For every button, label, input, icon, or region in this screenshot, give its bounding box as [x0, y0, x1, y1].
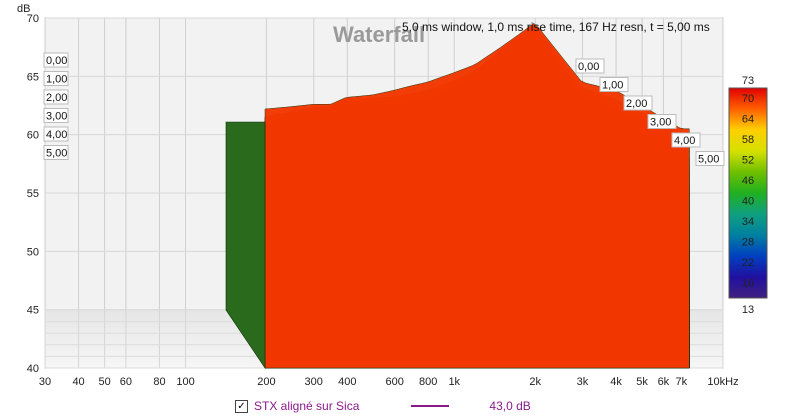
colorbar-tick-label: 46 — [742, 175, 754, 187]
time-label-box — [575, 58, 605, 74]
y-tick-label: 70 — [27, 13, 39, 25]
time-label-box — [43, 52, 69, 68]
time-label-box — [43, 126, 69, 142]
y-tick-label: 50 — [27, 246, 39, 258]
x-tick-label: 30 — [39, 376, 51, 388]
legend-level-label: 43,0 dB — [489, 399, 531, 413]
x-tick-label: 600 — [385, 376, 403, 388]
legend-series-label: STX aligné sur Sica — [254, 399, 360, 413]
time-label-box — [695, 151, 725, 166]
x-tick-label: 4k — [610, 376, 622, 388]
colorbar-tick-label: 28 — [742, 237, 754, 249]
x-tick-label: 40 — [72, 376, 84, 388]
time-label-right: 5,00 — [698, 154, 719, 166]
legend: ✓ STX aligné sur Sica 43,0 dB — [235, 398, 531, 414]
colorbar: 73 13 70 64 58 52 46 40 34 28 22 16 — [728, 75, 768, 316]
surface-side-wall — [225, 121, 266, 369]
colorbar-tick-label: 22 — [742, 257, 754, 269]
time-label-box — [599, 77, 629, 92]
colorbar-gradient — [728, 87, 768, 299]
time-label-left: 4,00 — [46, 129, 67, 141]
x-tick-label: 60 — [120, 376, 132, 388]
time-label-box — [43, 89, 69, 105]
x-tick-label: 3k — [577, 376, 589, 388]
x-tick-label: 100 — [176, 376, 194, 388]
chart-info: 5,0 ms window, 1,0 ms rise time, 167 Hz … — [402, 20, 710, 34]
time-label-box — [43, 145, 69, 160]
colorbar-max-label: 73 — [742, 75, 754, 87]
time-label-left: 5,00 — [46, 148, 67, 160]
legend-checkbox[interactable]: ✓ — [235, 399, 248, 413]
colorbar-tick-label: 70 — [742, 93, 754, 105]
time-label-box — [43, 71, 69, 86]
y-axis-label: dB — [17, 3, 30, 15]
colorbar-min-label: 13 — [742, 304, 754, 316]
x-tick-label: 2k — [529, 376, 541, 388]
time-label-left: 3,00 — [46, 111, 67, 123]
time-axis-left: 0,00 1,00 2,00 3,00 4,00 5,00 — [43, 52, 69, 160]
x-tick-label: 10kHz — [707, 376, 738, 388]
time-label-box — [647, 114, 677, 129]
time-label-left: 1,00 — [46, 74, 67, 86]
time-label-box — [623, 95, 653, 111]
colorbar-tick-label: 16 — [742, 278, 754, 290]
time-label-box — [671, 132, 701, 148]
colorbar-tick-label: 40 — [742, 196, 754, 208]
x-tick-label: 800 — [419, 376, 437, 388]
time-axis-right: 0,001,002,003,004,005,00 — [575, 58, 725, 166]
time-label-right: 0,00 — [578, 61, 599, 73]
time-label-right: 4,00 — [674, 135, 695, 147]
y-tick-label: 45 — [27, 305, 39, 317]
y-axis: 40 45 50 55 60 65 70 — [27, 13, 39, 375]
x-tick-label: 200 — [257, 376, 275, 388]
time-label-right: 3,00 — [650, 117, 671, 129]
x-tick-label: 80 — [153, 376, 165, 388]
x-tick-label: 5k — [636, 376, 648, 388]
time-label-box — [43, 108, 69, 123]
waterfall-surface — [225, 22, 690, 369]
x-axis: 30 40 50 60 80 100 200 300 400 600 800 1k 2k 3k 4k 5k 6k… — [39, 376, 739, 388]
y-tick-label: 55 — [27, 188, 39, 200]
y-tick-label: 40 — [27, 363, 39, 375]
x-tick-label: 7k — [676, 376, 688, 388]
y-tick-label: 60 — [27, 130, 39, 142]
time-label-right: 2,00 — [626, 98, 647, 110]
x-tick-label: 400 — [338, 376, 356, 388]
colorbar-tick-label: 34 — [742, 216, 754, 228]
colorbar-tick-label: 64 — [742, 114, 754, 126]
chart-title: Waterfall — [333, 22, 425, 47]
x-tick-label: 6k — [658, 376, 670, 388]
time-label-right: 1,00 — [602, 80, 623, 92]
x-tick-label: 50 — [98, 376, 110, 388]
colorbar-tick-label: 58 — [742, 134, 754, 146]
time-label-left: 0,00 — [46, 55, 67, 67]
x-tick-label: 1k — [448, 376, 460, 388]
y-tick-label: 65 — [27, 71, 39, 83]
colorbar-tick-label: 52 — [742, 155, 754, 167]
legend-line-swatch — [411, 405, 450, 407]
x-tick-label: 300 — [305, 376, 323, 388]
time-label-left: 2,00 — [46, 92, 67, 104]
